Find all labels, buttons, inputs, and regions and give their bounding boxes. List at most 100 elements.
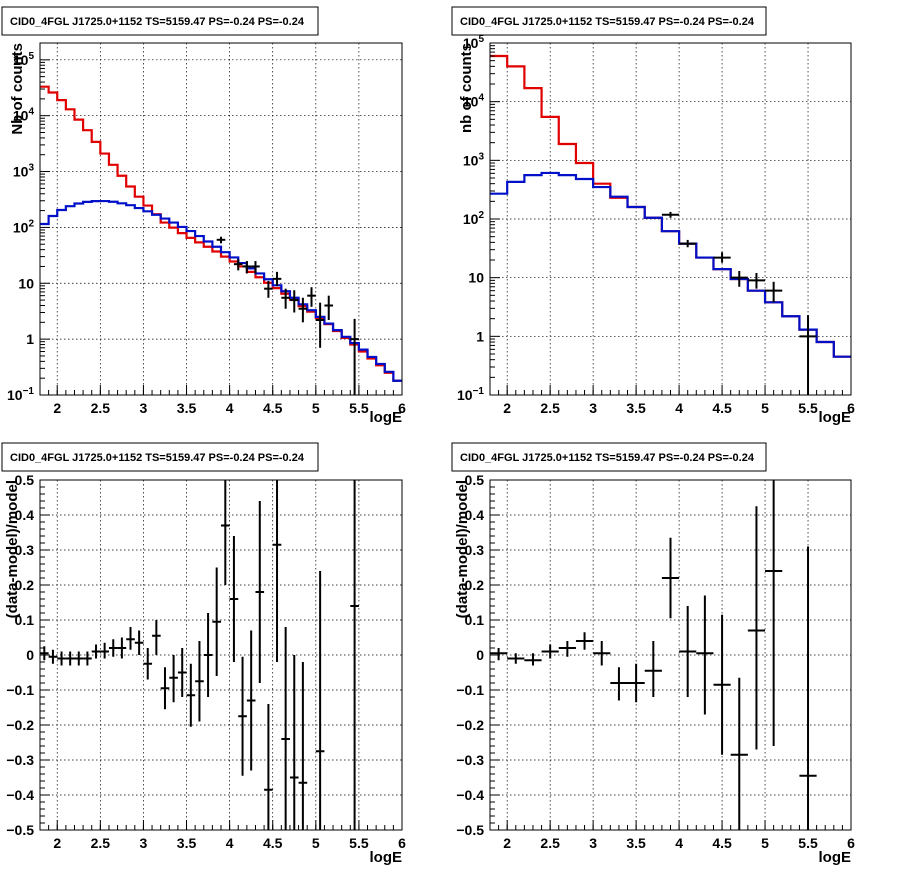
data-point [100, 642, 109, 659]
y-tick-label: 10 [468, 270, 484, 286]
data-point [298, 662, 308, 830]
y-axis-title: (data-model)/model [454, 480, 471, 618]
x-tick-label: 3.5 [626, 835, 646, 851]
y-tick-label: 1 [26, 331, 34, 347]
data-point [730, 270, 748, 287]
x-axis-title: logE [819, 409, 852, 426]
data-point [315, 571, 325, 830]
chart-title: CID0_4FGL J1725.0+1152 TS=5159.47 PS=-0.… [10, 452, 305, 464]
data-point [281, 288, 290, 309]
data-point [57, 651, 66, 666]
y-tick-label: 105 [463, 34, 485, 51]
data-point [169, 655, 178, 703]
data-point [289, 655, 299, 830]
data-point [229, 536, 239, 662]
x-tick-label: 6 [847, 835, 855, 851]
data-point [350, 480, 359, 830]
x-tick-label: 2 [53, 835, 61, 851]
data-point [324, 295, 334, 321]
y-tick-label: 0.1 [465, 612, 485, 628]
chart-title: CID0_4FGL J1725.0+1152 TS=5159.47 PS=-0.… [460, 452, 755, 464]
data-point [298, 297, 308, 323]
background-histogram [490, 171, 851, 358]
y-axis-title: Nb of counts [9, 43, 26, 135]
y-tick-label: 10−1 [457, 386, 484, 403]
data-point [765, 480, 783, 746]
x-tick-label: 4.5 [263, 400, 283, 416]
y-tick-label: 102 [13, 218, 35, 235]
chart-title: CID0_4FGL J1725.0+1152 TS=5159.47 PS=-0.… [460, 16, 755, 28]
title-box [451, 442, 767, 472]
x-axis-title: logE [819, 849, 852, 866]
y-tick-label: −0.1 [6, 682, 34, 698]
data-point [507, 653, 525, 664]
chart-title: CID0_4FGL J1725.0+1152 TS=5159.47 PS=-0.… [10, 16, 305, 28]
x-tick-label: 3 [140, 835, 148, 851]
data-point [238, 656, 247, 776]
x-tick-label: 4.5 [263, 835, 283, 851]
data-point [242, 261, 252, 274]
data-point [679, 606, 697, 697]
data-point [524, 653, 542, 666]
x-tick-label: 4 [226, 400, 234, 416]
data-point [350, 318, 359, 395]
data-point [65, 651, 75, 666]
y-tick-label: 0.3 [465, 542, 485, 558]
data-point [83, 651, 92, 666]
x-tick-label: 5.5 [798, 835, 818, 851]
data-point [490, 648, 508, 661]
y-tick-label: 10−1 [7, 386, 34, 403]
data-point [799, 315, 817, 395]
data-point [541, 644, 559, 659]
data-point [216, 236, 226, 244]
y-tick-label: 0.4 [465, 507, 485, 523]
x-tick-label: 2 [503, 400, 511, 416]
y-tick-label: 0.2 [15, 577, 35, 593]
x-tick-label: 3.5 [626, 400, 646, 416]
data-point [281, 627, 290, 830]
y-tick-label: −0.1 [456, 682, 484, 698]
background-histogram [40, 199, 402, 382]
data-point [315, 302, 325, 348]
data-point [195, 641, 204, 722]
data-point [251, 261, 260, 274]
x-tick-label: 4.5 [712, 835, 732, 851]
x-tick-label: 2.5 [91, 400, 111, 416]
data-point [91, 644, 101, 659]
x-tick-label: 4 [675, 835, 683, 851]
y-tick-label: 0.2 [465, 577, 485, 593]
data-point [730, 677, 748, 830]
panel-bottom-left: 2 2.5 3 3.5 4 4.5 5 5.5 6 −0.5 −0.4 −0.3 −0.2 −0.1 0 0.… [1, 442, 406, 866]
y-tick-label: 10 [18, 275, 34, 291]
x-tick-label: 2.5 [540, 400, 560, 416]
data-point [765, 281, 783, 303]
y-tick-label: 103 [13, 163, 35, 180]
data-point [177, 648, 187, 697]
x-tick-label: 6 [398, 400, 406, 416]
data-point [212, 567, 221, 676]
x-tick-label: 4 [226, 835, 234, 851]
data-point [696, 595, 714, 715]
data-point [160, 667, 170, 710]
data-point [264, 704, 273, 830]
x-tick-label: 2 [53, 400, 61, 416]
x-tick-label: 2.5 [91, 835, 111, 851]
y-tick-label: 104 [463, 93, 485, 110]
x-tick-label: 6 [398, 835, 406, 851]
data-point [307, 287, 316, 307]
x-tick-label: 3.5 [177, 835, 197, 851]
data-point [747, 506, 766, 750]
x-tick-label: 5 [312, 400, 320, 416]
data-point [221, 480, 230, 585]
data-point [126, 627, 135, 650]
data-point [272, 271, 282, 286]
y-tick-label: −0.4 [6, 787, 34, 803]
data-point [575, 632, 594, 650]
data-point [272, 480, 282, 662]
x-tick-label: 3 [589, 835, 597, 851]
x-tick-label: 5 [761, 835, 769, 851]
data-point [713, 614, 731, 755]
data-point [661, 211, 680, 218]
y-tick-label: 105 [13, 51, 35, 68]
